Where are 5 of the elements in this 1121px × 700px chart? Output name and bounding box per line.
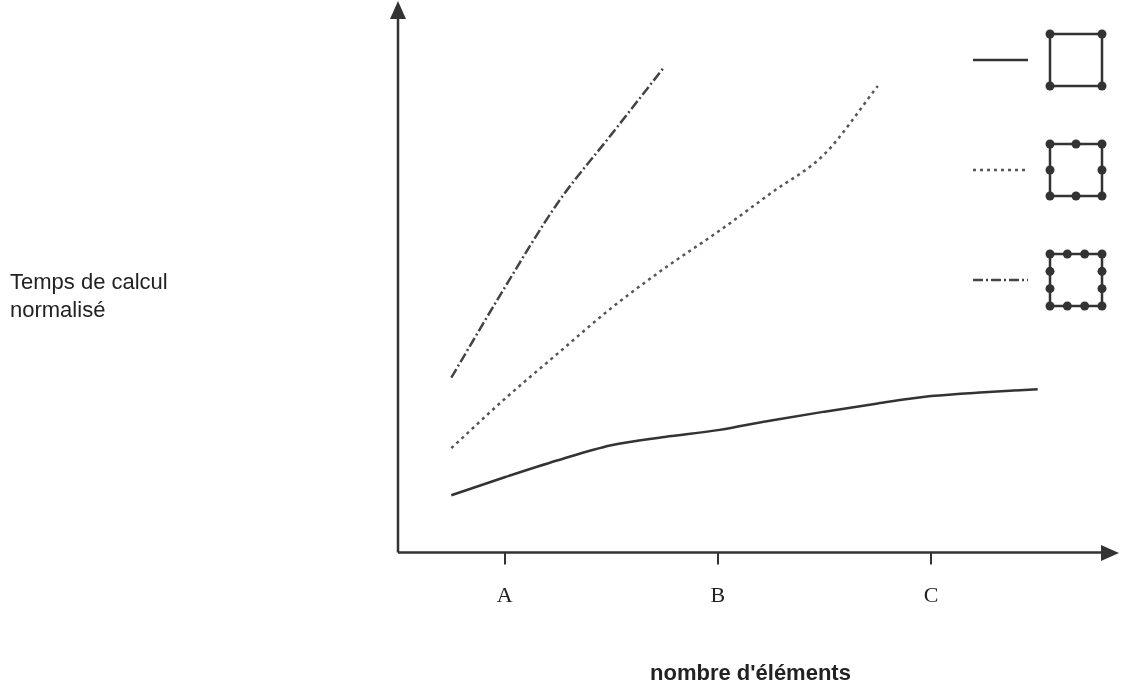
x-tick-label: C bbox=[923, 581, 939, 607]
text: Temps de calcul normalisé bbox=[10, 268, 168, 324]
x-tick-label: A bbox=[496, 581, 513, 607]
x-tick-label: B bbox=[710, 581, 726, 607]
x-axis-title: nombre d'éléments bbox=[649, 660, 852, 686]
